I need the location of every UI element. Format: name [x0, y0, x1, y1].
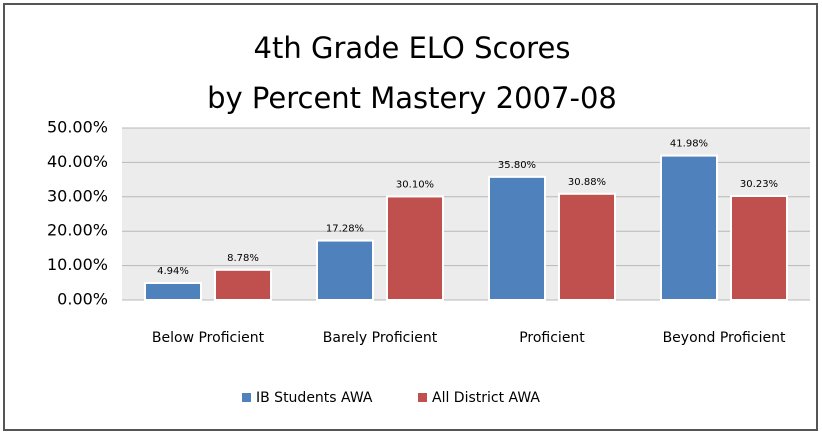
value-label: 4.94%: [157, 266, 189, 277]
y-tick-label: 0.00%: [57, 290, 108, 309]
value-label: 41.98%: [670, 139, 708, 150]
y-tick-label: 40.00%: [47, 152, 108, 171]
value-label: 30.88%: [568, 177, 606, 188]
legend-label: All District AWA: [432, 390, 540, 406]
legend-swatch: [418, 393, 427, 402]
y-tick-label: 20.00%: [47, 221, 108, 240]
y-tick-label: 50.00%: [47, 118, 108, 137]
chart-title: 4th Grade ELO Scores: [254, 31, 571, 65]
x-tick-label: Proficient: [519, 330, 585, 346]
value-label: 35.80%: [498, 160, 536, 171]
y-tick-label: 10.00%: [47, 255, 108, 274]
value-label: 30.10%: [396, 179, 434, 190]
bar: [316, 239, 374, 301]
bar: [386, 195, 444, 301]
bar: [144, 282, 202, 302]
value-label: 17.28%: [326, 224, 364, 235]
value-label: 30.23%: [740, 179, 778, 190]
bar: [660, 154, 718, 301]
bar: [488, 175, 546, 302]
x-tick-label: Barely Proficient: [323, 330, 438, 346]
value-label: 8.78%: [227, 253, 259, 264]
legend-label: IB Students AWA: [256, 390, 373, 406]
x-tick-label: Below Proficient: [152, 330, 265, 346]
bar: [214, 268, 272, 302]
bar: [558, 192, 616, 301]
bar: [730, 195, 788, 302]
x-tick-label: Beyond Proficient: [663, 330, 786, 346]
chart-subtitle: by Percent Mastery 2007-08: [207, 81, 617, 115]
legend-swatch: [242, 393, 251, 402]
y-tick-label: 30.00%: [47, 186, 108, 205]
